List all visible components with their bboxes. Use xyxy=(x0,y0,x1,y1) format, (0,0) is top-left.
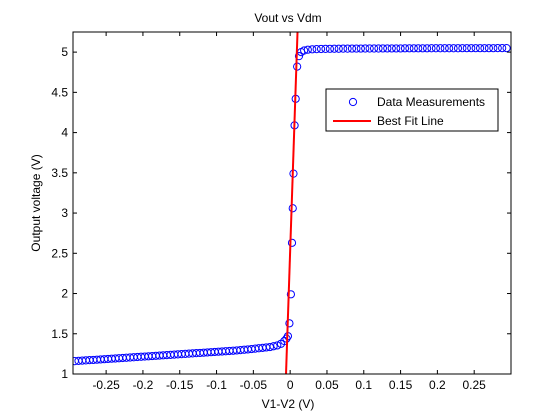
data-point xyxy=(269,342,278,351)
data-point xyxy=(352,44,361,53)
data-point xyxy=(396,44,405,53)
data-point xyxy=(400,44,410,53)
x-tick-label: 0.2 xyxy=(429,378,446,392)
data-point xyxy=(493,43,502,53)
data-point xyxy=(343,44,352,53)
data-point xyxy=(418,44,427,53)
data-point xyxy=(462,44,471,53)
x-tick-label: 0 xyxy=(287,378,294,392)
data-point xyxy=(387,44,396,53)
x-tick-label: -0.2 xyxy=(133,378,154,392)
data-point xyxy=(422,44,432,53)
data-point xyxy=(334,44,343,53)
data-point xyxy=(312,45,321,54)
x-tick-label: -0.15 xyxy=(166,378,194,392)
data-point xyxy=(467,44,476,53)
data-point xyxy=(374,44,383,53)
data-point xyxy=(445,44,454,53)
best-fit-line-series xyxy=(285,32,299,374)
y-axis-label: Output voltage (V) xyxy=(29,154,43,251)
data-point xyxy=(409,44,418,53)
data-point xyxy=(489,44,498,53)
legend-label-data-measurements: Data Measurements xyxy=(377,95,485,109)
x-axis-label: V1-V2 (V) xyxy=(262,397,315,411)
legend-box xyxy=(325,88,499,132)
x-tick-label: 0.25 xyxy=(463,378,487,392)
data-point xyxy=(286,290,295,299)
y-tick-label: 3.5 xyxy=(51,166,68,180)
data-point xyxy=(392,44,401,53)
y-tick-label: 3 xyxy=(61,206,68,220)
y-tick-label: 5 xyxy=(61,45,68,59)
data-point xyxy=(287,238,297,247)
data-point xyxy=(330,44,339,53)
x-axis-ticks: -0.25 -0.2 -0.15 -0.1 -0.05 0 0.05 0.1 0.15 0.2 0.… xyxy=(92,32,486,392)
data-point xyxy=(308,45,317,54)
x-tick-label: -0.25 xyxy=(92,378,120,392)
data-point xyxy=(303,45,312,54)
data-point xyxy=(431,44,441,53)
legend-marker-data-measurements xyxy=(348,97,358,107)
best-fit-line xyxy=(285,32,299,374)
y-tick-label: 1 xyxy=(61,367,68,381)
chart-title: Vout vs Vdm xyxy=(254,11,321,25)
data-point xyxy=(325,44,335,53)
x-tick-label: -0.1 xyxy=(206,378,227,392)
data-point xyxy=(427,44,436,53)
data-point xyxy=(361,44,370,53)
data-point xyxy=(458,44,467,53)
data-point xyxy=(480,44,489,53)
data-point xyxy=(339,44,348,53)
data-point xyxy=(288,204,297,213)
x-tick-label: -0.05 xyxy=(240,378,268,392)
y-tick-label: 4 xyxy=(61,126,68,140)
data-point xyxy=(273,341,282,350)
y-tick-label: 2 xyxy=(61,287,68,301)
data-point xyxy=(449,44,458,53)
data-point xyxy=(378,44,388,53)
data-point xyxy=(440,44,449,53)
data-point xyxy=(471,44,480,53)
data-point xyxy=(383,44,392,53)
data-point xyxy=(475,44,485,53)
data-point xyxy=(405,44,414,53)
y-tick-label: 2.5 xyxy=(51,246,68,260)
data-point xyxy=(285,319,294,328)
x-tick-label: 0.1 xyxy=(355,378,372,392)
data-point xyxy=(436,44,445,53)
axes-box xyxy=(72,31,512,375)
data-point xyxy=(414,44,423,53)
data-point xyxy=(369,44,379,53)
y-axis-ticks: 1 1.5 2 2.5 3 3.5 4 4.5 5 xyxy=(51,45,511,381)
y-tick-label: 1.5 xyxy=(51,327,68,341)
data-measurements-series xyxy=(73,43,511,366)
data-point xyxy=(484,44,494,53)
data-point xyxy=(356,44,365,53)
legend: Data Measurements Best Fit Line xyxy=(325,88,499,132)
data-point xyxy=(502,43,511,53)
data-point xyxy=(365,44,374,53)
legend-label-best-fit: Best Fit Line xyxy=(377,114,444,128)
data-point xyxy=(294,52,304,61)
data-point xyxy=(347,44,357,53)
x-tick-label: 0.15 xyxy=(389,378,413,392)
x-tick-label: 0.05 xyxy=(315,378,339,392)
data-point xyxy=(321,44,330,53)
data-point xyxy=(453,44,463,53)
y-tick-label: 4.5 xyxy=(51,85,68,99)
data-point xyxy=(316,44,326,54)
data-point xyxy=(498,43,507,53)
data-point xyxy=(300,46,309,55)
